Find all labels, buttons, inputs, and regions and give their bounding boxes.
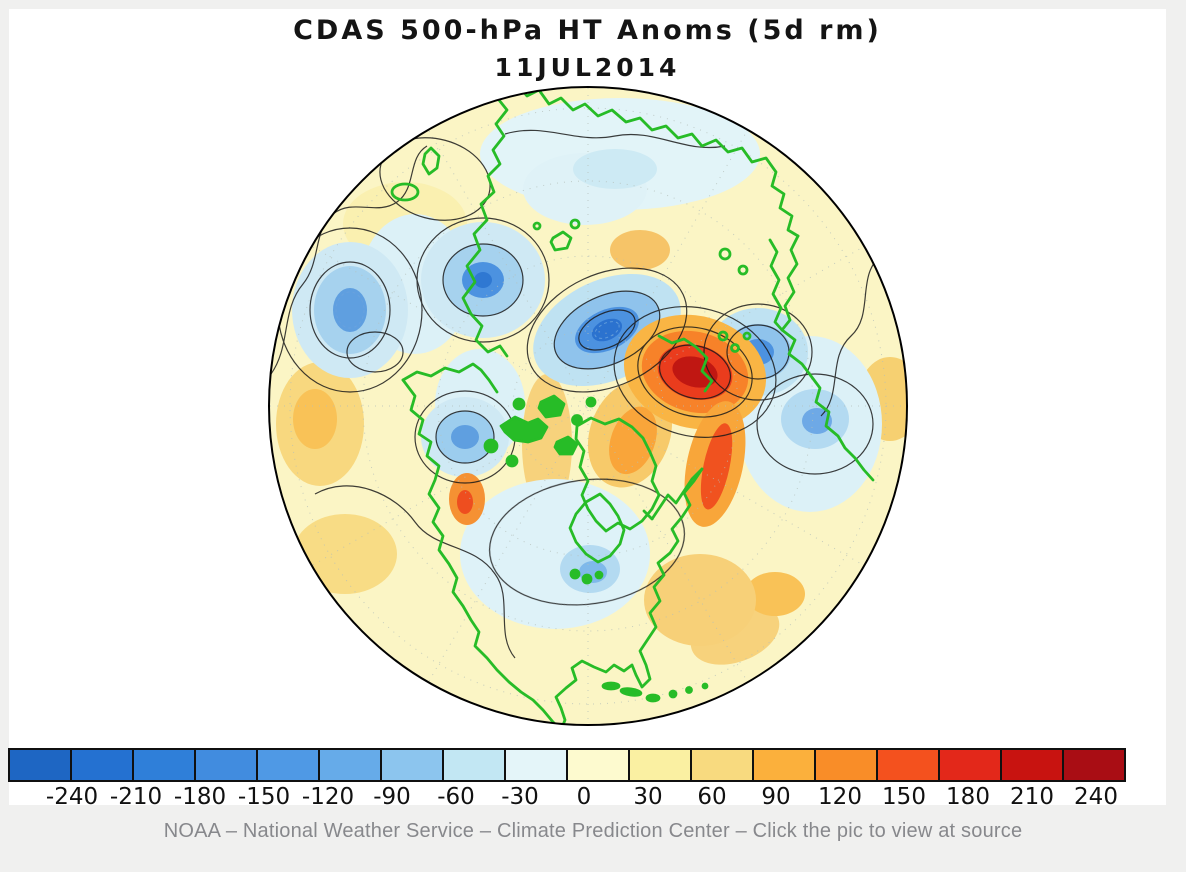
colorbar-segment: [318, 748, 382, 782]
colorbar-segment: [194, 748, 258, 782]
colorbar-segment: [8, 748, 72, 782]
colorbar-tick-label: 0: [576, 784, 592, 810]
colorbar-tick-label: -60: [437, 784, 475, 810]
anomaly-map[interactable]: [255, 74, 925, 738]
colorbar-tick-label: -150: [237, 784, 291, 810]
colorbar-segment: [1000, 748, 1064, 782]
coastlines: [390, 87, 875, 725]
colorbar-tick-label: -30: [501, 784, 539, 810]
colorbar-segment: [690, 748, 754, 782]
colorbar-segments: [8, 748, 1162, 782]
source-caption: NOAA – National Weather Service – Climat…: [163, 820, 1023, 842]
colorbar-segment: [814, 748, 878, 782]
colorbar-tick-label: -210: [109, 784, 163, 810]
colorbar: -240 -210 -180 -150 -120 -90 -60 -30 0 30 60 90 120 1…: [8, 748, 1164, 814]
page-title: CDAS 500-hPa HT Anoms (5d rm): [293, 15, 882, 46]
colorbar-tick-label: 150: [882, 784, 926, 810]
colorbar-segment: [566, 748, 630, 782]
colorbar-tick-label: -240: [45, 784, 99, 810]
colorbar-segment: [876, 748, 940, 782]
colorbar-tick-label: -120: [301, 784, 355, 810]
colorbar-segment: [256, 748, 320, 782]
colorbar-tick-label: 210: [1010, 784, 1054, 810]
map-outline-circle: [268, 86, 908, 726]
colorbar-segment: [504, 748, 568, 782]
colorbar-segment: [628, 748, 692, 782]
image-panel: CDAS 500-hPa HT Anoms (5d rm) 11JUL2014: [8, 9, 1166, 810]
colorbar-tick-label: -90: [373, 784, 411, 810]
colorbar-tick-label: 240: [1074, 784, 1118, 810]
colorbar-segment: [70, 748, 134, 782]
colorbar-labels: -240 -210 -180 -150 -120 -90 -60 -30 0 30 60 90 120 1…: [8, 784, 1162, 814]
colorbar-tick-label: 120: [818, 784, 862, 810]
colorbar-segment: [1062, 748, 1126, 782]
polar-map-svg: [268, 86, 908, 726]
height-anomaly-contours: [270, 129, 884, 659]
colorbar-tick-label: 180: [946, 784, 990, 810]
colorbar-segment: [380, 748, 444, 782]
colorbar-segment: [442, 748, 506, 782]
colorbar-tick-label: 90: [761, 784, 791, 810]
colorbar-segment: [938, 748, 1002, 782]
colorbar-segment: [752, 748, 816, 782]
colorbar-tick-label: -180: [173, 784, 227, 810]
map-date: 11JUL2014: [494, 53, 681, 82]
colorbar-segment: [132, 748, 196, 782]
colorbar-tick-label: 30: [633, 784, 663, 810]
colorbar-tick-label: 60: [697, 784, 727, 810]
